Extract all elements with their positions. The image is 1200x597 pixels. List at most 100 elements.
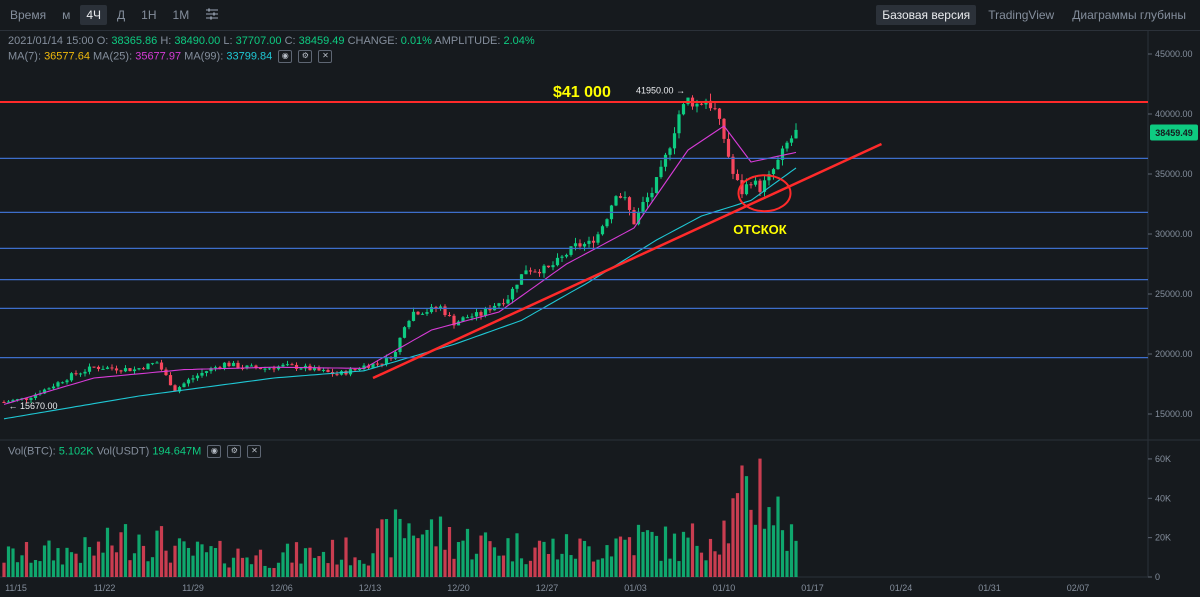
interval-minute[interactable]: м: [62, 8, 71, 22]
volume-bar: [290, 562, 294, 577]
candle-body: [492, 305, 497, 311]
tradingview-tab[interactable]: TradingView: [988, 8, 1055, 22]
interval-4h[interactable]: 4Ч: [80, 5, 108, 25]
candle-body: [200, 372, 204, 376]
candle-body: [83, 371, 87, 374]
volume-bar: [105, 527, 110, 577]
candle-body: [105, 367, 110, 369]
settings-sliders-icon[interactable]: [199, 5, 225, 26]
candle-body: [533, 271, 537, 273]
volume-bar: [128, 560, 132, 577]
volume-bar: [744, 476, 749, 577]
volume-tick-label: 40K: [1155, 493, 1171, 503]
volume-bar: [200, 544, 204, 577]
volume-bar: [141, 545, 146, 577]
candle-body: [551, 265, 555, 268]
volume-bar: [308, 547, 312, 577]
volume-bar: [722, 520, 726, 577]
candle-body: [740, 180, 744, 195]
ma25-value: 35677.97: [135, 50, 182, 63]
volume-bar: [492, 547, 497, 577]
gear-icon[interactable]: ⚙: [298, 50, 313, 63]
volume-bar: [645, 530, 650, 577]
volume-bar: [272, 568, 276, 577]
interval-1h[interactable]: 1H: [141, 8, 157, 22]
depth-chart-tab[interactable]: Диаграммы глубины: [1072, 8, 1186, 22]
volume-bar: [474, 553, 479, 577]
time-tick-label: 01/17: [801, 583, 824, 593]
candle-body: [74, 373, 78, 375]
candle-body: [447, 315, 452, 317]
volume-bar: [164, 550, 168, 577]
eye-icon[interactable]: ◉: [278, 50, 293, 63]
close-icon[interactable]: ✕: [247, 445, 262, 458]
volume-bar: [191, 555, 195, 577]
time-label[interactable]: Время: [10, 8, 47, 22]
candle-body: [321, 369, 326, 371]
volume-bar: [713, 551, 717, 577]
time-tick-label: 01/24: [890, 583, 913, 593]
time-tick-label: 11/29: [182, 583, 204, 593]
candle-body: [344, 371, 348, 375]
candle-body: [429, 306, 434, 313]
eye-icon[interactable]: ◉: [207, 445, 222, 458]
volume-bar: [623, 539, 627, 577]
volume-bar: [195, 541, 200, 577]
candle-body: [303, 365, 308, 369]
candle-body: [659, 166, 663, 178]
candle-body: [564, 254, 569, 257]
volume-bar: [641, 531, 645, 577]
volume-bar: [204, 552, 209, 577]
volume-bar: [33, 559, 38, 577]
candle-body: [744, 184, 749, 195]
volume-bar: [663, 526, 668, 577]
volume-bar: [425, 529, 429, 577]
interval-day[interactable]: Д: [117, 8, 126, 22]
candle-body: [146, 363, 150, 370]
candle-body: [452, 315, 456, 326]
gear-icon[interactable]: ⚙: [227, 445, 242, 458]
high-marker-label: 41950.00 →: [636, 86, 685, 96]
candle-body: [195, 375, 200, 379]
candle-body: [150, 363, 155, 365]
bounce-annotation: ОТСКОК: [733, 222, 786, 237]
candle-body: [65, 380, 69, 383]
interval-1m[interactable]: 1M: [172, 8, 190, 22]
candle-body: [686, 97, 690, 105]
volume-bar: [528, 560, 533, 577]
volume-bar: [236, 548, 240, 577]
candle-body: [191, 378, 195, 380]
candle-body: [735, 173, 740, 181]
candle-body: [713, 108, 717, 110]
last-price-tag: [1150, 124, 1198, 141]
volume-bar: [38, 561, 42, 577]
volume-bar: [357, 560, 362, 577]
candle-body: [218, 367, 222, 369]
volume-bar: [123, 524, 128, 577]
volume-bar: [510, 561, 515, 577]
price-tick-label: 40000.00: [1155, 109, 1193, 119]
candle-body: [380, 363, 384, 365]
candle-body: [762, 180, 767, 192]
volume-bar: [564, 534, 569, 577]
volume-bar: [312, 557, 317, 577]
volume-bar: [132, 553, 137, 577]
volume-bar: [299, 563, 303, 577]
candle-body: [222, 362, 227, 368]
candle-body: [465, 317, 470, 319]
basic-version-tab[interactable]: Базовая версия: [876, 5, 977, 25]
volume-bar: [785, 550, 789, 577]
volume-bar: [69, 552, 74, 577]
candle-body: [227, 362, 231, 367]
time-tick-label: 11/22: [94, 583, 116, 593]
candle-body: [272, 368, 276, 370]
volume-bar: [582, 540, 587, 577]
candle-body: [56, 382, 60, 387]
candle-body: [335, 374, 339, 376]
volume-bar: [731, 498, 735, 577]
candle-body: [470, 316, 474, 318]
close-icon[interactable]: ✕: [318, 50, 333, 63]
candle-body: [245, 365, 249, 369]
candle-body: [294, 364, 299, 369]
